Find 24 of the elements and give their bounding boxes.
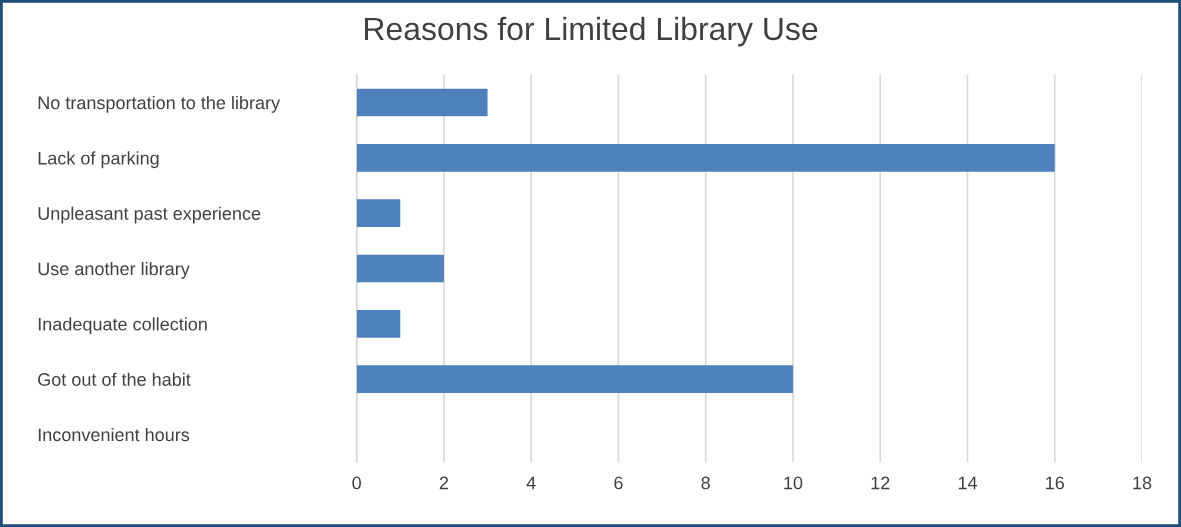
x-tick-label: 4 (526, 476, 536, 490)
x-tick-label: 2 (439, 476, 449, 490)
x-tick-label: 12 (871, 476, 890, 490)
x-tick-label: 8 (701, 476, 710, 490)
bar (356, 199, 401, 228)
bar (356, 365, 793, 394)
x-tick-label: 6 (614, 476, 623, 490)
x-tick-label: 18 (1133, 476, 1152, 490)
y-tick-label: Inadequate collection (38, 317, 207, 335)
y-tick-label: Use another library (38, 261, 190, 279)
bar (356, 310, 401, 338)
y-tick-label: Lack of parking (38, 151, 159, 169)
x-tick-label: 0 (352, 476, 361, 490)
x-tick-label: 10 (784, 476, 803, 490)
chart-title: Reasons for Limited Library Use (364, 16, 818, 47)
y-tick-label: Inconvenient hours (38, 427, 190, 442)
x-tick-label: 14 (958, 476, 978, 490)
bar (356, 88, 488, 117)
bar (356, 254, 444, 283)
bar (356, 144, 1055, 172)
x-tick-label: 16 (1046, 476, 1065, 490)
y-tick-label: No transportation to the library (38, 95, 281, 113)
y-tick-label: Got out of the habit (38, 372, 191, 386)
y-tick-label: Unpleasant past experience (38, 206, 261, 224)
